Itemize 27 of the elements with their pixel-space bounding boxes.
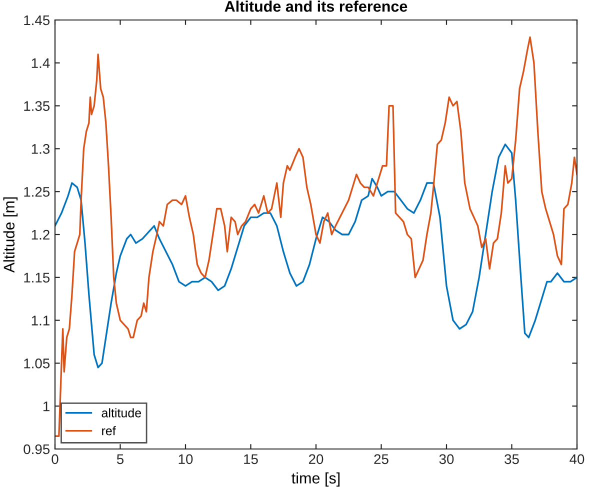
- x-tick-label: 20: [308, 454, 324, 464]
- y-tick-label: 0.95: [24, 444, 50, 454]
- x-tick-label: 5: [116, 454, 124, 464]
- y-tick-label: 1.45: [24, 15, 50, 26]
- x-tick-label: 35: [504, 454, 519, 464]
- x-tick-label: 0: [52, 454, 58, 464]
- y-tick-label: 1: [43, 402, 50, 412]
- legend-label: altitude: [102, 408, 141, 418]
- y-tick-label: 1.15: [24, 272, 50, 283]
- x-tick-label: 30: [439, 454, 454, 464]
- y-tick-label: 1.25: [24, 186, 50, 197]
- chart-title: Altitude and its reference: [224, 0, 408, 12]
- y-tick-label: 1.2: [32, 230, 50, 240]
- y-tick-label: 1.35: [24, 101, 50, 111]
- y-tick-label: 1.1: [32, 316, 50, 326]
- y-tick-label: 1.05: [24, 358, 50, 368]
- x-axis-title: time [s]: [292, 472, 340, 487]
- x-tick-label: 15: [244, 454, 258, 464]
- line-series: [55, 36, 577, 437]
- x-tick-label: 25: [374, 454, 388, 464]
- y-tick-label: 1.3: [32, 144, 50, 154]
- legend-label: ref: [102, 426, 116, 436]
- y-axis-title: Altitude [m]: [3, 197, 18, 273]
- y-tick-label: 1.4: [32, 58, 50, 68]
- x-tick-label: 40: [570, 454, 584, 464]
- x-tick-label: 10: [178, 454, 193, 464]
- line-series: [55, 144, 577, 368]
